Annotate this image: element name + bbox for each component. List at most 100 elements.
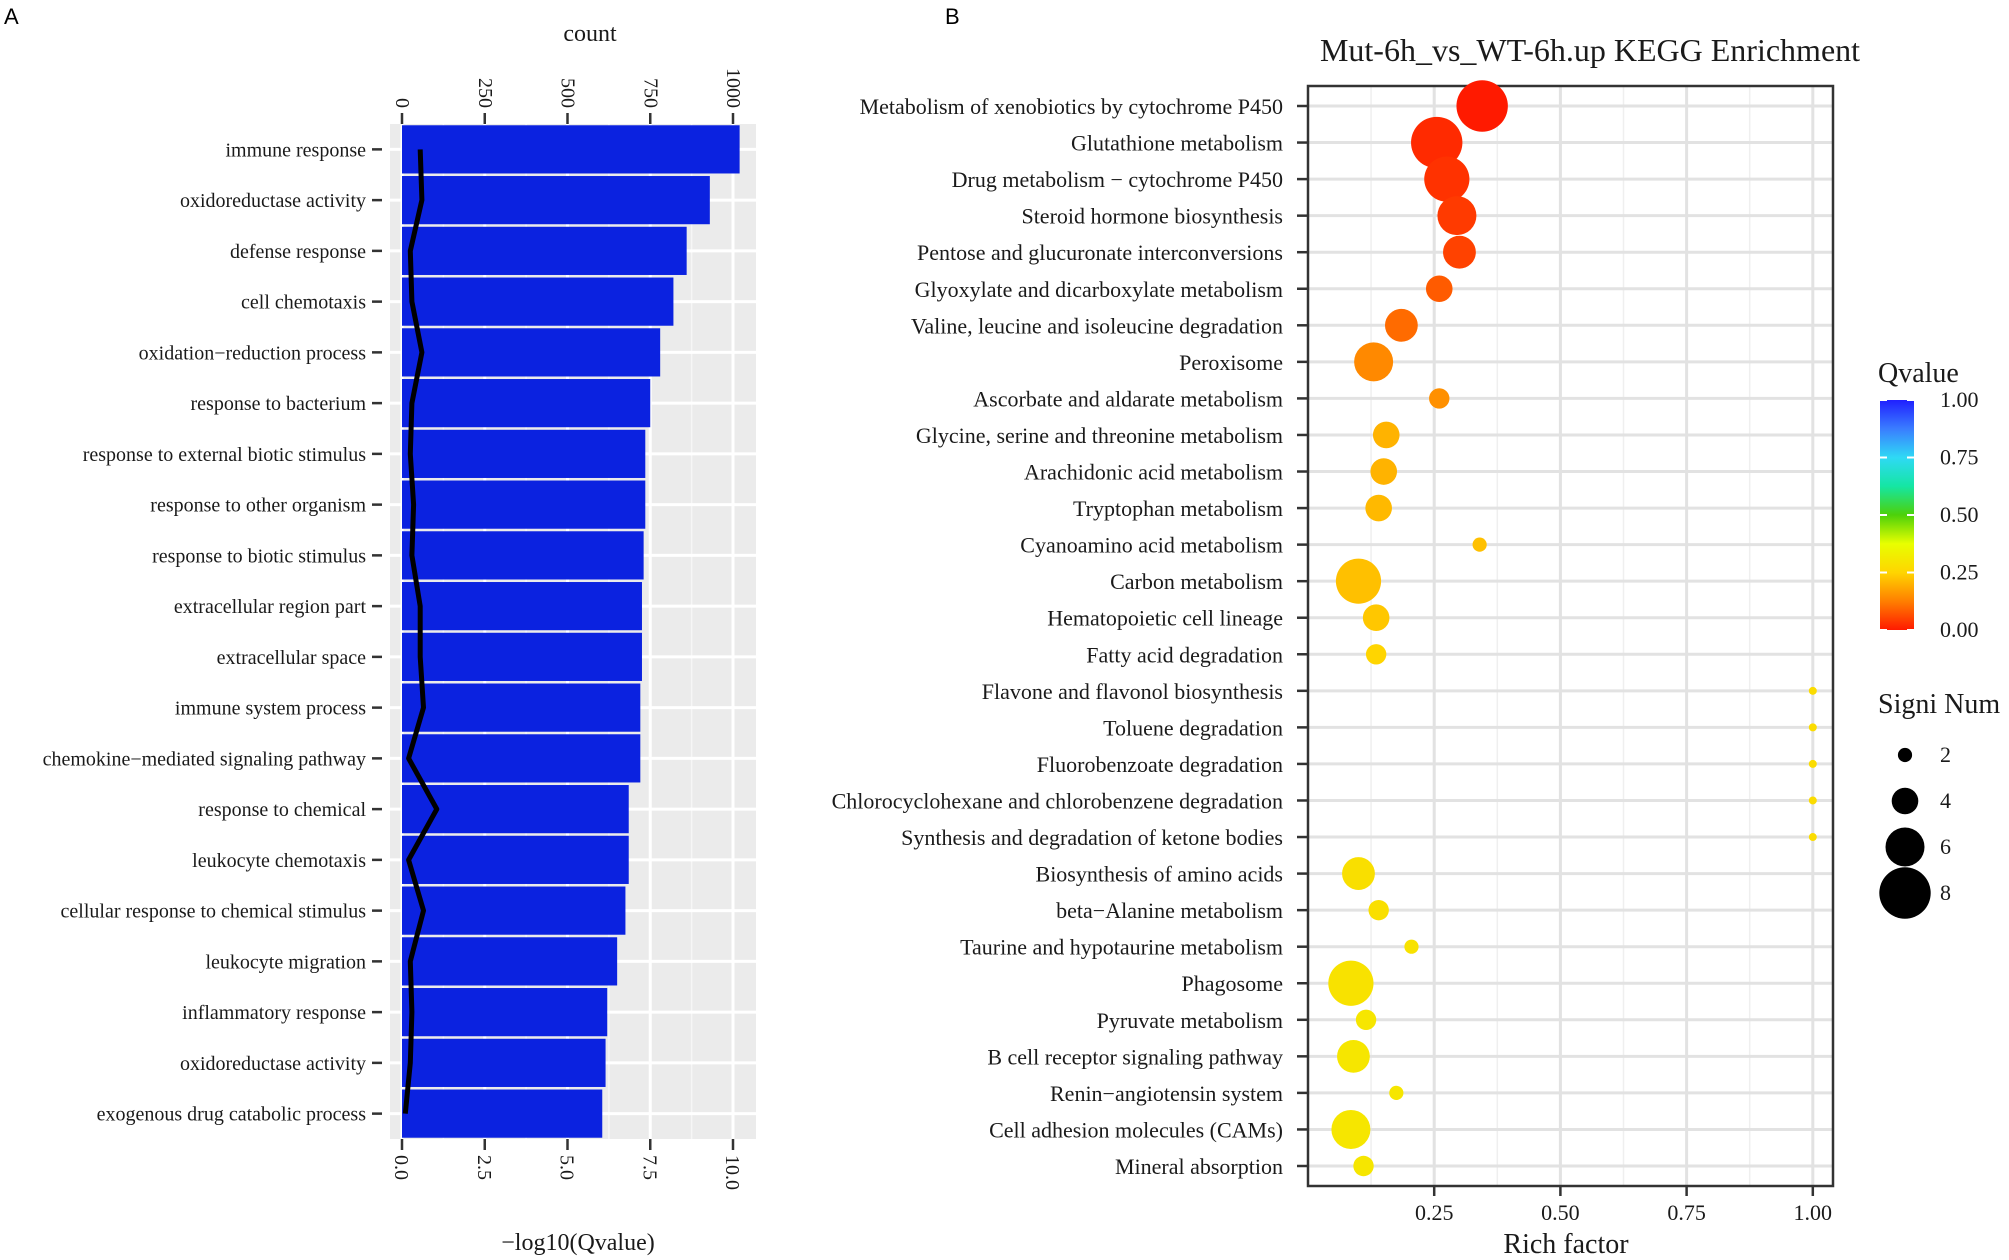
panel-a-label: A [4, 4, 19, 29]
pathway-label: Phagosome [1182, 971, 1283, 996]
pathway-point [1425, 275, 1453, 303]
bar [402, 429, 646, 478]
pathway-point [1424, 156, 1470, 202]
pathway-label: Ascorbate and aldarate metabolism [973, 386, 1283, 411]
colorbar-tick-label: 1.00 [1940, 387, 1979, 412]
pathway-point [1472, 537, 1487, 552]
pathway-label: Chlorocyclohexane and chlorobenzene degr… [832, 788, 1283, 813]
category-label: defense response [230, 241, 366, 263]
pathway-label: Pyruvate metabolism [1097, 1008, 1283, 1033]
category-label: response to bacterium [191, 393, 367, 415]
bar [402, 531, 644, 580]
size-legend-label: 6 [1940, 834, 1951, 859]
pathway-label: Steroid hormone biosynthesis [1021, 204, 1283, 229]
pathway-point [1354, 342, 1394, 382]
size-legend-label: 4 [1940, 788, 1951, 813]
pathway-point [1331, 1109, 1371, 1149]
pathway-label: Carbon metabolism [1110, 569, 1283, 594]
panel-b-category-labels: Metabolism of xenobiotics by cytochrome … [832, 94, 1308, 1179]
category-label: immune system process [175, 698, 366, 720]
pathway-point [1429, 388, 1450, 409]
pathway-label: Taurine and hypotaurine metabolism [960, 935, 1283, 960]
pathway-point [1372, 421, 1400, 449]
bar [402, 125, 740, 174]
rich-factor-tick-label: 1.00 [1794, 1200, 1833, 1225]
colorbar-tick-label: 0.50 [1940, 502, 1979, 527]
bar [402, 1038, 606, 1087]
panel-a-category-labels: immune response oxidoreductase activity de… [43, 139, 382, 1126]
pathway-label: Synthesis and degradation of ketone bodi… [901, 825, 1283, 850]
category-label: chemokine−mediated signaling pathway [43, 748, 366, 770]
pathway-point [1437, 196, 1477, 236]
category-label: cell chemotaxis [241, 292, 366, 314]
qvalue-axis-ticks: 0.0 2.5 5.0 7.5 10.0 [390, 1139, 743, 1190]
rich-factor-tick-label: 0.50 [1541, 1200, 1580, 1225]
pathway-label: beta−Alanine metabolism [1056, 898, 1283, 923]
pathway-point [1353, 1155, 1374, 1177]
bar [402, 988, 608, 1037]
category-label: exogenous drug catabolic process [97, 1104, 367, 1126]
pathway-label: Renin−angiotensin system [1050, 1081, 1283, 1106]
pathway-point [1384, 308, 1418, 342]
category-label: inflammatory response [182, 1002, 366, 1024]
pathway-label: Valine, leucine and isoleucine degradati… [911, 313, 1283, 338]
pathway-label: Cell adhesion molecules (CAMs) [989, 1117, 1283, 1142]
pathway-label: Tryptophan metabolism [1073, 496, 1283, 521]
pathway-label: Glyoxylate and dicarboxylate metabolism [915, 277, 1283, 302]
pathway-point [1365, 494, 1392, 522]
pathway-label: Biosynthesis of amino acids [1036, 862, 1283, 887]
pathway-point [1389, 1085, 1404, 1100]
count-tick-label: 500 [557, 78, 579, 108]
qvalue-tick-label: 10.0 [721, 1155, 743, 1190]
bar [402, 785, 629, 834]
pathway-point [1355, 1009, 1377, 1030]
panel-b-points [1328, 80, 1817, 1177]
panel-a-bars [402, 125, 740, 1138]
panel-a-bar-chart: immune response oxidoreductase activity de… [43, 21, 756, 1256]
category-label: response to biotic stimulus [152, 545, 366, 567]
panel-a-plot-background [390, 124, 756, 1139]
pathway-label: Peroxisome [1179, 350, 1283, 375]
qvalue-tick-label: 0.0 [390, 1155, 412, 1180]
pathway-label: Metabolism of xenobiotics by cytochrome … [860, 94, 1283, 119]
pathway-point [1808, 833, 1817, 842]
signi-num-legend-title: Signi Num [1878, 689, 2000, 720]
count-tick-label: 0 [391, 98, 413, 108]
rich-factor-tick-label: 0.75 [1667, 1200, 1706, 1225]
rich-factor-axis-label: Rich factor [1503, 1229, 1629, 1260]
category-label: immune response [225, 139, 366, 161]
panel-b-plot-border [1306, 84, 1835, 1188]
pathway-label: Toluene degradation [1103, 715, 1283, 740]
bar [402, 886, 626, 935]
bar [402, 277, 674, 326]
bar [402, 937, 618, 986]
pathway-label: B cell receptor signaling pathway [987, 1044, 1283, 1069]
category-label: response to other organism [150, 495, 366, 517]
category-label: cellular response to chemical stimulus [61, 901, 367, 923]
count-line [402, 149, 440, 1114]
pathway-label: Pentose and glucuronate interconversions [917, 240, 1283, 265]
pathway-point [1365, 644, 1387, 665]
category-label: oxidation−reduction process [139, 342, 367, 364]
count-tick-label: 1000 [722, 68, 744, 108]
count-axis-label: count [563, 21, 617, 47]
qvalue-axis-label: −log10(Qvalue) [501, 1230, 655, 1256]
bar [402, 632, 642, 681]
pathway-point [1368, 899, 1389, 921]
panel-b-gridlines [1308, 86, 1833, 1186]
panel-b-bubble-chart: Mut-6h_vs_WT-6h.up KEGG Enrichment Metab… [832, 32, 2001, 1260]
pathway-label: Mineral absorption [1115, 1154, 1283, 1179]
pathway-point [1411, 116, 1463, 169]
qvalue-tick-label: 2.5 [473, 1155, 495, 1180]
bar [402, 226, 687, 275]
pathway-label: Glycine, serine and threonine metabolism [916, 423, 1283, 448]
pathway-point [1808, 686, 1817, 695]
pathway-label: Arachidonic acid metabolism [1024, 460, 1283, 485]
count-tick-label: 250 [474, 78, 496, 108]
pathway-point [1456, 80, 1508, 132]
pathway-point [1337, 1039, 1370, 1073]
bar [402, 582, 642, 631]
size-legend-dot [1885, 827, 1925, 867]
pathway-label: Drug metabolism − cytochrome P450 [952, 167, 1283, 192]
category-label: response to external biotic stimulus [83, 444, 366, 466]
